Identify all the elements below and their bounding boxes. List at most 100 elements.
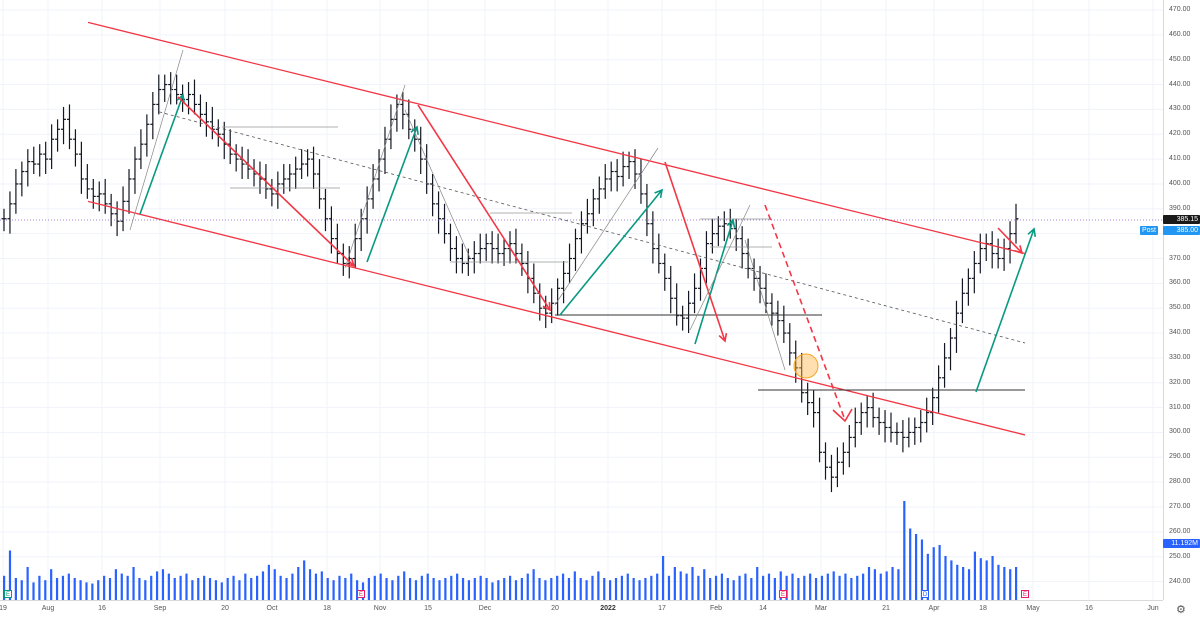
wedge-line	[554, 147, 659, 306]
channel-lower-line	[87, 200, 1026, 436]
volume-bar	[644, 578, 647, 600]
volume-bar	[844, 573, 847, 600]
volume-bar	[509, 575, 512, 600]
time-tick-label: May	[1026, 605, 1040, 612]
volume-bar	[161, 569, 165, 600]
volume-bar	[150, 575, 153, 600]
volume-bar	[120, 573, 123, 600]
volume-bar	[8, 550, 12, 600]
volume-bar	[267, 564, 270, 600]
volume-bar	[320, 571, 323, 600]
volume-bar	[391, 580, 394, 600]
volume-bar	[314, 573, 318, 600]
volume-bar	[609, 580, 612, 600]
volume-bar	[797, 578, 800, 600]
volume-bar	[867, 567, 871, 600]
volume-bar	[591, 575, 594, 600]
down-arrow-head	[346, 258, 356, 268]
time-tick-label: Feb	[709, 605, 723, 612]
volume-bar	[167, 573, 170, 600]
volume-bar	[979, 558, 982, 600]
volume-bar	[385, 578, 388, 600]
volume-bar	[197, 578, 200, 600]
volume-bar	[155, 571, 159, 600]
volume-bar	[544, 580, 547, 600]
volume-bar	[656, 573, 659, 600]
price-chart[interactable]	[0, 0, 1163, 600]
volume-bar	[614, 578, 618, 600]
volume-bar	[238, 580, 241, 600]
volume-bar	[473, 578, 476, 600]
event-marker[interactable]: E	[4, 590, 12, 598]
volume-bar	[50, 569, 53, 600]
volume-bar	[467, 580, 471, 600]
event-marker[interactable]: E	[1021, 590, 1029, 598]
volume-bar	[432, 578, 435, 600]
time-tick-label: Dec	[478, 605, 492, 612]
volume-bar	[526, 573, 529, 600]
volume-bar	[503, 578, 506, 600]
volume-bar	[297, 567, 300, 600]
volume-bar	[308, 569, 312, 600]
volume-bar	[379, 573, 382, 600]
time-axis[interactable]: 19 Aug 16 Sep 20 Oct 18 Nov 15 Dec 20 2022 17 Feb 14 Ma…	[0, 600, 1163, 619]
volume-bar	[909, 528, 912, 600]
volume-bar	[403, 571, 406, 600]
volume-bar	[814, 578, 818, 600]
volume-bar	[862, 573, 865, 600]
event-marker[interactable]: D	[921, 590, 929, 598]
volume-bar	[956, 564, 959, 600]
volume-bar	[73, 578, 76, 600]
wedge-line	[129, 49, 184, 231]
price-tick-label: 320.00	[1169, 378, 1191, 386]
event-marker[interactable]: E	[357, 590, 365, 598]
volume-bar	[750, 578, 753, 600]
volume-bar	[997, 564, 1000, 600]
dashed-projection	[764, 204, 846, 421]
volume-bar	[279, 575, 282, 600]
volume-bar	[226, 578, 229, 600]
volume-bar	[173, 578, 176, 600]
volume-bar	[838, 575, 841, 600]
time-tick-label: 2022	[600, 605, 616, 612]
price-tick-label: 350.00	[1169, 304, 1191, 312]
volume-bar	[738, 575, 741, 600]
volume-bar	[38, 575, 41, 600]
down-arrow-short	[997, 227, 1023, 254]
volume-bar	[97, 580, 100, 600]
channel-upper-line	[87, 21, 1026, 255]
volume-bar	[679, 571, 682, 600]
volume-bar	[897, 569, 900, 600]
down-arrow	[417, 104, 551, 311]
up-arrow-head	[1027, 227, 1037, 238]
time-tick-label: 16	[1085, 605, 1093, 612]
volume-bar	[67, 573, 70, 600]
wedge-line	[404, 109, 471, 259]
volume-bar	[567, 578, 571, 600]
time-tick-label: Nov	[373, 605, 387, 612]
volume-bar	[444, 578, 447, 600]
price-tick-label: 310.00	[1169, 403, 1191, 411]
volume-bar	[626, 573, 629, 600]
dashed-projection-head	[832, 408, 853, 423]
volume-bar	[944, 556, 947, 600]
volume-bar	[573, 571, 576, 600]
volume-bar	[773, 578, 776, 600]
gear-icon[interactable]: ⚙	[1176, 604, 1186, 616]
price-tick-label: 340.00	[1169, 329, 1191, 337]
volume-bar	[756, 567, 759, 600]
channel-mid-line	[159, 111, 1026, 344]
volume-bar	[185, 573, 188, 600]
volume-bar	[20, 580, 23, 600]
up-arrow-head	[410, 125, 419, 136]
price-tick-label: 370.00	[1169, 254, 1191, 262]
wedge-line	[344, 84, 406, 269]
time-tick-label: Mar	[814, 605, 828, 612]
volume-bar	[461, 578, 465, 600]
volume-bar	[1003, 567, 1006, 600]
price-tick-label: 400.00	[1169, 179, 1191, 187]
volume-bar	[791, 573, 794, 600]
price-axis[interactable]: 470.00 460.00 450.00 440.00 430.00 420.00 410.…	[1163, 0, 1200, 600]
event-marker[interactable]: E	[779, 590, 787, 598]
time-tick-label: 20	[551, 605, 559, 612]
